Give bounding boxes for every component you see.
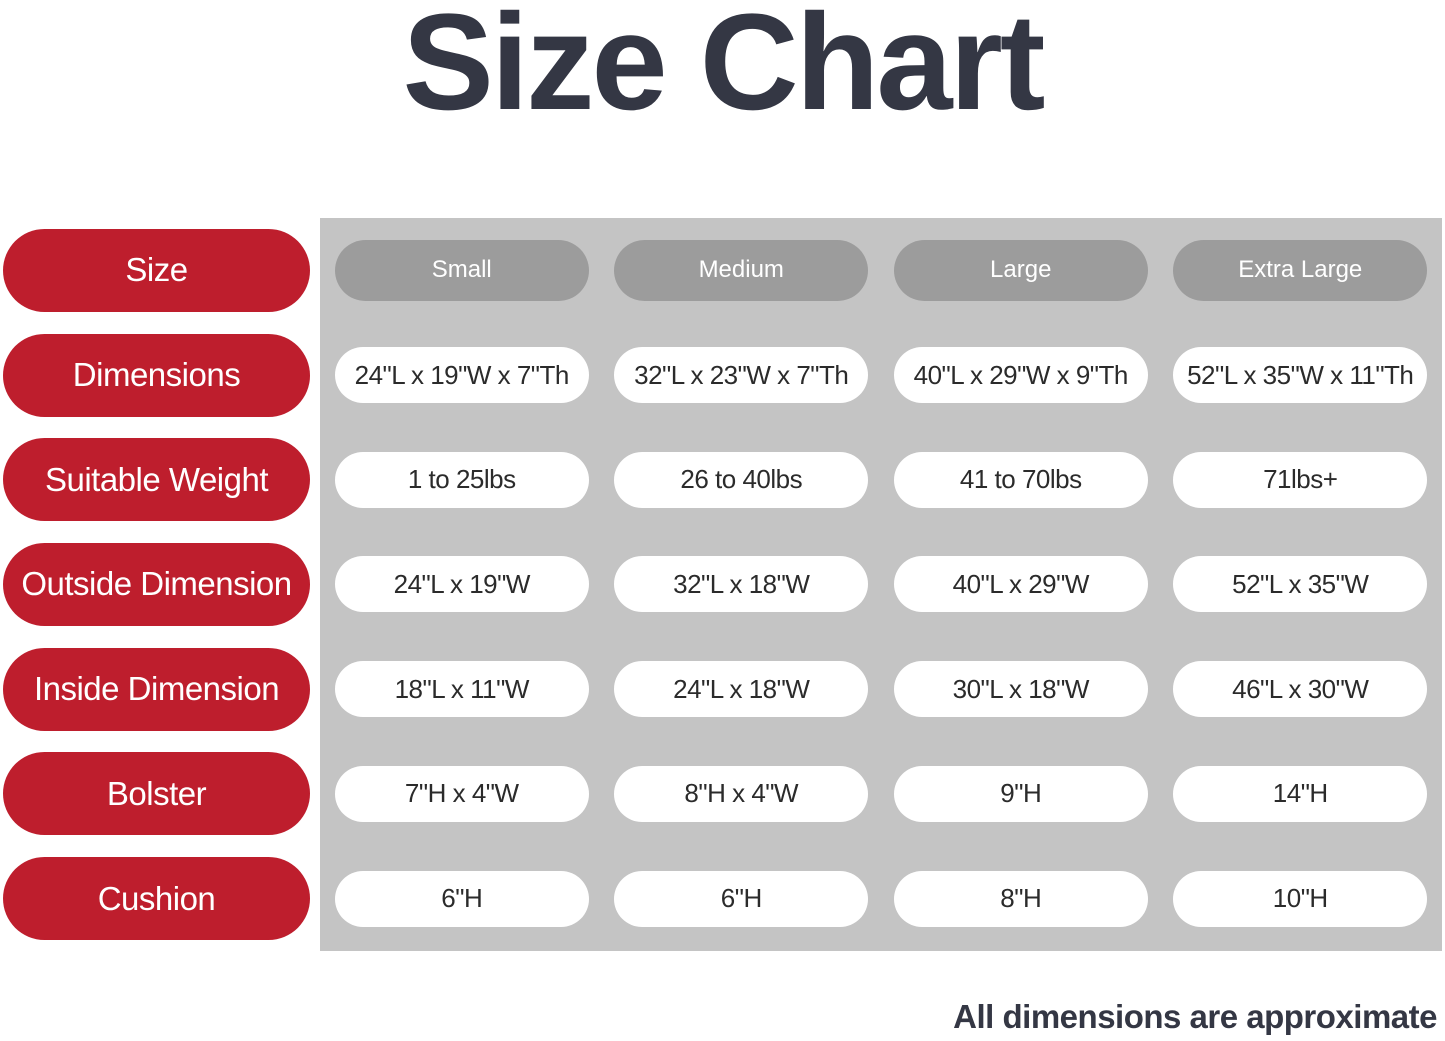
cell-dimensions-extra-large: 52"L x 35"W x 11"Th [1173, 347, 1428, 404]
cell-suitable-weight-medium: 26 to 40lbs [614, 451, 869, 508]
cell-dimensions-large: 40"L x 29"W x 9"Th [893, 347, 1148, 404]
cell-inside-dimension-small: 18"L x 11"W [334, 661, 589, 718]
cell-suitable-weight-extra-large: 71lbs+ [1173, 451, 1428, 508]
footer-note: All dimensions are approximate [953, 998, 1437, 1035]
row-label-bolster: Bolster [3, 752, 310, 836]
cell-outside-dimension-large: 40"L x 29"W [893, 556, 1148, 613]
row-label-dimensions: Dimensions [3, 333, 310, 417]
row-label-inside-dimension: Inside Dimension [3, 647, 310, 731]
row-label-outside-dimension: Outside Dimension [3, 542, 310, 626]
column-header-medium: Medium [614, 239, 869, 301]
cell-bolster-small: 7"H x 4"W [334, 765, 589, 822]
size-table-panel: Small Medium Large Extra Large 24"L x 19… [320, 218, 1442, 951]
cell-bolster-large: 9"H [893, 765, 1148, 822]
cell-inside-dimension-medium: 24"L x 18"W [614, 661, 869, 718]
column-header-small: Small [334, 239, 589, 301]
cell-cushion-small: 6"H [334, 870, 589, 927]
cell-cushion-large: 8"H [893, 870, 1148, 927]
cell-outside-dimension-extra-large: 52"L x 35"W [1173, 556, 1428, 613]
row-label-cushion: Cushion [3, 857, 310, 941]
cell-inside-dimension-extra-large: 46"L x 30"W [1173, 661, 1428, 718]
column-header-extra-large: Extra Large [1173, 239, 1428, 301]
cell-bolster-medium: 8"H x 4"W [614, 765, 869, 822]
cell-suitable-weight-small: 1 to 25lbs [334, 451, 589, 508]
cell-dimensions-medium: 32"L x 23"W x 7"Th [614, 347, 869, 404]
cell-bolster-extra-large: 14"H [1173, 765, 1428, 822]
cell-cushion-extra-large: 10"H [1173, 870, 1428, 927]
column-header-large: Large [893, 239, 1148, 301]
cell-inside-dimension-large: 30"L x 18"W [893, 661, 1148, 718]
cell-dimensions-small: 24"L x 19"W x 7"Th [334, 347, 589, 404]
cell-outside-dimension-small: 24"L x 19"W [334, 556, 589, 613]
row-labels-column: Size Dimensions Suitable Weight Outside … [3, 218, 310, 951]
row-label-suitable-weight: Suitable Weight [3, 438, 310, 522]
row-label-size: Size [3, 228, 310, 312]
cell-cushion-medium: 6"H [614, 870, 869, 927]
cell-outside-dimension-medium: 32"L x 18"W [614, 556, 869, 613]
page-title: Size Chart [402, 0, 1046, 139]
cell-suitable-weight-large: 41 to 70lbs [893, 451, 1148, 508]
